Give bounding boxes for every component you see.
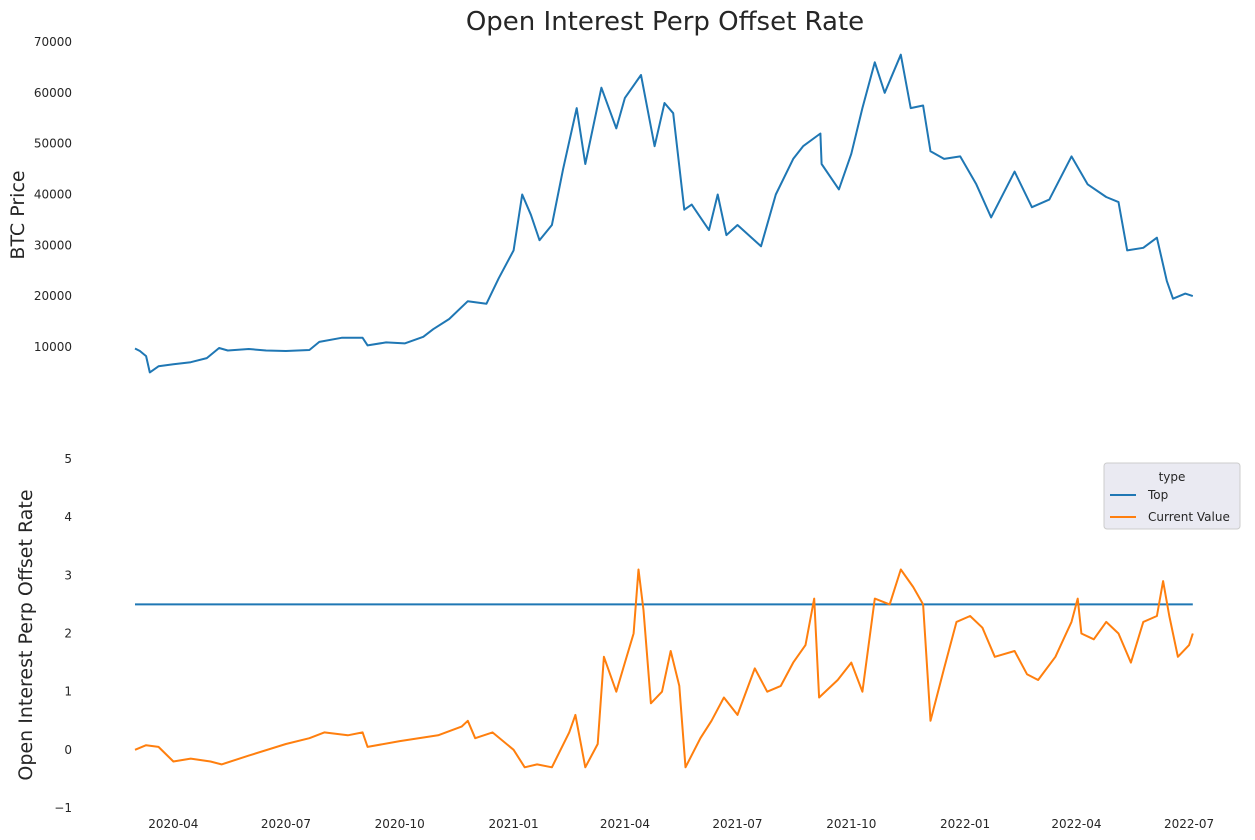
rate-y-tick-label: −1 — [54, 801, 72, 815]
rate-y-tick-label: 1 — [64, 685, 72, 699]
price-y-axis-label: BTC Price — [7, 170, 29, 259]
rate-y-ticks: −1 0 1 2 3 4 5 — [54, 452, 72, 815]
price-y-tick-label: 30000 — [34, 238, 72, 252]
x-tick-label: 2020-07 — [261, 817, 311, 831]
chart-title: Open Interest Perp Offset Rate — [466, 7, 864, 37]
x-tick-label: 2021-04 — [600, 817, 650, 831]
rate-y-tick-label: 0 — [64, 743, 72, 757]
x-tick-label: 2022-04 — [1051, 817, 1101, 831]
rate-y-tick-label: 3 — [64, 568, 72, 582]
x-tick-label: 2021-10 — [826, 817, 876, 831]
rate-y-tick-label: 2 — [64, 627, 72, 641]
legend-title: type — [1159, 470, 1186, 484]
price-y-tick-label: 50000 — [34, 137, 72, 151]
rate-y-axis-label: Open Interest Perp Offset Rate — [15, 489, 37, 780]
rate-y-tick-label: 4 — [64, 510, 72, 524]
x-tick-label: 2021-07 — [712, 817, 762, 831]
price-y-tick-label: 40000 — [34, 187, 72, 201]
current-value-series-line — [134, 568, 1194, 769]
price-y-tick-label: 70000 — [34, 35, 72, 49]
x-tick-label: 2022-01 — [940, 817, 990, 831]
legend: type Top Current Value — [1103, 462, 1241, 530]
price-y-tick-label: 10000 — [34, 340, 72, 354]
legend-box — [1103, 462, 1241, 530]
x-ticks: 2020-04 2020-07 2020-10 2021-01 2021-04 2021-… — [148, 817, 1214, 831]
price-y-tick-label: 20000 — [34, 289, 72, 303]
x-tick-label: 2021-01 — [488, 817, 538, 831]
price-y-tick-label: 60000 — [34, 86, 72, 100]
x-tick-label: 2020-10 — [375, 817, 425, 831]
rate-y-tick-label: 5 — [64, 452, 72, 466]
price-panel: BTC Price 10000 20000 30000 40000 50000 60000… — [7, 35, 1194, 374]
legend-entry-top: Top — [1147, 488, 1168, 502]
x-tick-label: 2022-07 — [1164, 817, 1214, 831]
x-tick-label: 2020-04 — [148, 817, 198, 831]
price-y-ticks: 10000 20000 30000 40000 50000 60000 70000 — [34, 35, 72, 354]
rate-panel: Open Interest Perp Offset Rate −1012345 … — [15, 452, 1214, 831]
btc-price-line — [134, 53, 1194, 374]
legend-entry-current-value: Current Value — [1148, 510, 1230, 524]
